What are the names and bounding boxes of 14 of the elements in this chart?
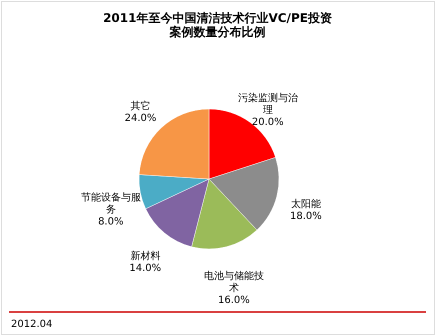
data-label: 20.0% <box>252 117 284 128</box>
data-label: 18.0% <box>290 210 322 222</box>
data-label: 8.0% <box>98 216 124 228</box>
text: 2012.04 <box>11 319 52 330</box>
data-label: 24.0% <box>124 113 156 124</box>
slice-label: 其它 <box>130 100 151 112</box>
slice-label: 太阳能 <box>290 198 321 210</box>
data-label: 14.0% <box>129 263 162 274</box>
data-label: 16.0% <box>218 294 250 306</box>
slice-label: 节能设备与服务 <box>80 192 141 216</box>
slice-label: 新材料 <box>130 250 160 262</box>
chart-title: 2011年至今中国清洁技术行业VC/PE投资案例数量分布比例 <box>103 11 332 39</box>
slice-label: 污染监测与治理 <box>238 92 298 116</box>
slice-label: 电池与储能技术 <box>204 270 264 294</box>
